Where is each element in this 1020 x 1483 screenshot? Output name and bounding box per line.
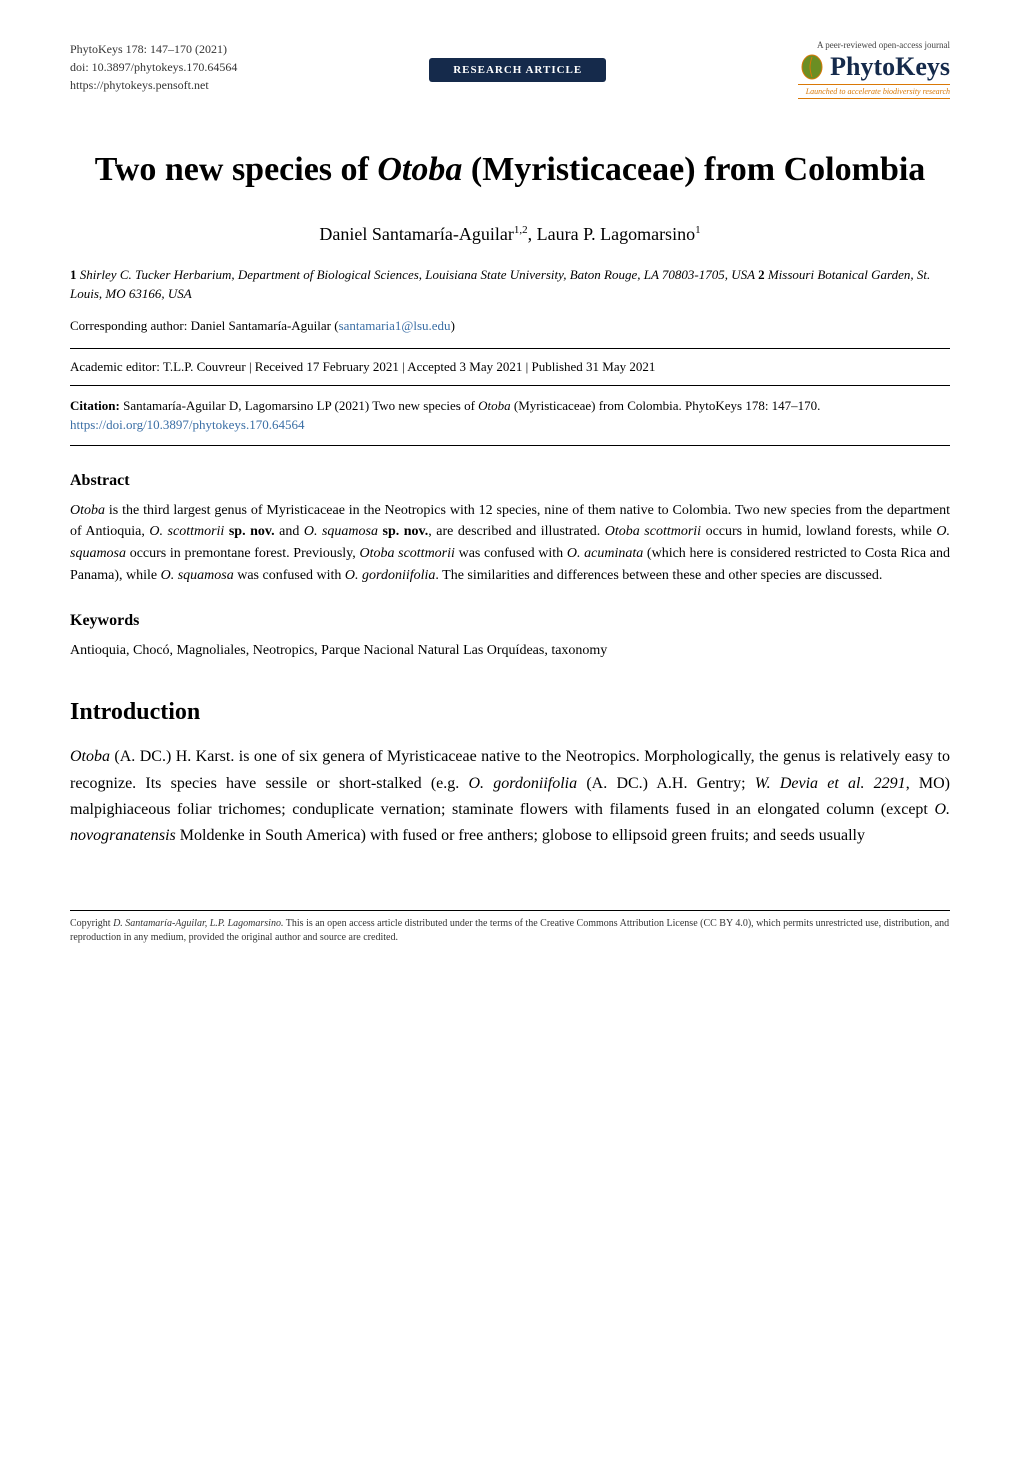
logo-text: PhytoKeys xyxy=(830,52,950,82)
leaf-icon xyxy=(798,53,826,81)
abs-i4: Otoba scottmorii xyxy=(605,524,701,539)
abs-i2: O. scottmorii xyxy=(149,524,224,539)
intro-i3: W. Devia et al. 2291 xyxy=(755,775,906,792)
copyright-prefix: Copyright xyxy=(70,918,113,929)
abstract-text: Otoba is the third largest genus of Myri… xyxy=(70,500,950,587)
logo-tagline-bottom: Launched to accelerate biodiversity rese… xyxy=(798,84,950,99)
author1: Daniel Santamaría-Aguilar xyxy=(319,224,513,244)
abs-t5: , are described and illustrated. xyxy=(428,524,605,539)
logo-main: PhytoKeys xyxy=(798,52,950,82)
introduction-heading: Introduction xyxy=(70,699,950,726)
title-part1: Two new species of xyxy=(95,151,378,188)
abs-i3: O. squamosa xyxy=(304,524,378,539)
abs-b2: sp. nov. xyxy=(383,524,429,539)
keywords-heading: Keywords xyxy=(70,612,950,630)
article-type-badge: RESEARCH ARTICLE xyxy=(429,58,606,82)
editor-dates-line: Academic editor: T.L.P. Couvreur | Recei… xyxy=(70,359,950,375)
abs-i9: O. gordoniifolia xyxy=(345,568,436,583)
authors: Daniel Santamaría-Aguilar1,2, Laura P. L… xyxy=(70,224,950,245)
divider xyxy=(70,385,950,386)
citation-doi-link[interactable]: https://doi.org/10.3897/phytokeys.170.64… xyxy=(70,417,305,432)
citation-text-mid: (Myristicaceae) from Colombia. PhytoKeys… xyxy=(511,398,821,413)
keywords-text: Antioquia, Chocó, Magnoliales, Neotropic… xyxy=(70,640,950,661)
introduction-text: Otoba (A. DC.) H. Karst. is one of six g… xyxy=(70,744,950,850)
corresponding-author: Corresponding author: Daniel Santamaría-… xyxy=(70,318,950,334)
intro-t2: (A. DC.) A.H. Gentry; xyxy=(577,775,755,792)
citation-text-before: Santamaría-Aguilar D, Lagomarsino LP (20… xyxy=(120,398,478,413)
copyright-line: Copyright D. Santamaría-Aguilar, L.P. La… xyxy=(70,917,950,945)
abs-t11: . The similarities and differences betwe… xyxy=(435,568,882,583)
journal-line: PhytoKeys 178: 147–170 (2021) xyxy=(70,40,237,58)
aff-text1: Shirley C. Tucker Herbarium, Department … xyxy=(77,267,759,282)
title-part2: (Myristicaceae) from Colombia xyxy=(462,151,925,188)
affiliations: 1 Shirley C. Tucker Herbarium, Departmen… xyxy=(70,265,950,304)
article-title: Two new species of Otoba (Myristicaceae)… xyxy=(70,149,950,192)
abs-i1: Otoba xyxy=(70,503,105,518)
abs-t7: occurs in premontane forest. Previously, xyxy=(126,546,359,561)
abs-t3: and xyxy=(275,524,304,539)
abstract-heading: Abstract xyxy=(70,472,950,490)
author2-sup: 1 xyxy=(695,224,701,236)
logo-tagline-top: A peer-reviewed open-access journal xyxy=(798,40,950,50)
header-row: PhytoKeys 178: 147–170 (2021) doi: 10.38… xyxy=(70,40,950,99)
header-metadata: PhytoKeys 178: 147–170 (2021) doi: 10.38… xyxy=(70,40,237,94)
doi-line: doi: 10.3897/phytokeys.170.64564 xyxy=(70,58,237,76)
abs-i8: O. squamosa xyxy=(161,568,234,583)
author-sep: , Laura P. Lagomarsino xyxy=(528,224,695,244)
abs-b1: sp. nov. xyxy=(229,524,275,539)
corresponding-close: ) xyxy=(451,318,455,333)
intro-t4: Moldenke in South America) with fused or… xyxy=(176,827,865,844)
corresponding-label: Corresponding author: Daniel Santamaría-… xyxy=(70,318,339,333)
abs-t8: was confused with xyxy=(455,546,567,561)
divider xyxy=(70,348,950,349)
abs-i7: O. acuminata xyxy=(567,546,643,561)
title-italic: Otoba xyxy=(377,151,462,188)
copyright-holders: D. Santamaría-Aguilar, L.P. Lagomarsino. xyxy=(113,918,283,929)
corresponding-email[interactable]: santamaria1@lsu.edu xyxy=(339,318,451,333)
journal-url[interactable]: https://phytokeys.pensoft.net xyxy=(70,76,237,94)
abs-t6: occurs in humid, lowland forests, while xyxy=(701,524,936,539)
intro-i1: Otoba xyxy=(70,748,110,765)
intro-i2: O. gordoniifolia xyxy=(469,775,578,792)
citation-italic1: Otoba xyxy=(478,398,511,413)
abs-i6: Otoba scottmorii xyxy=(359,546,454,561)
citation-label: Citation: xyxy=(70,398,120,413)
abs-t10: was confused with xyxy=(234,568,345,583)
divider xyxy=(70,445,950,446)
footer-divider xyxy=(70,910,950,911)
citation: Citation: Santamaría-Aguilar D, Lagomars… xyxy=(70,396,950,435)
author1-sup: 1,2 xyxy=(514,224,528,236)
journal-logo: A peer-reviewed open-access journal Phyt… xyxy=(798,40,950,99)
